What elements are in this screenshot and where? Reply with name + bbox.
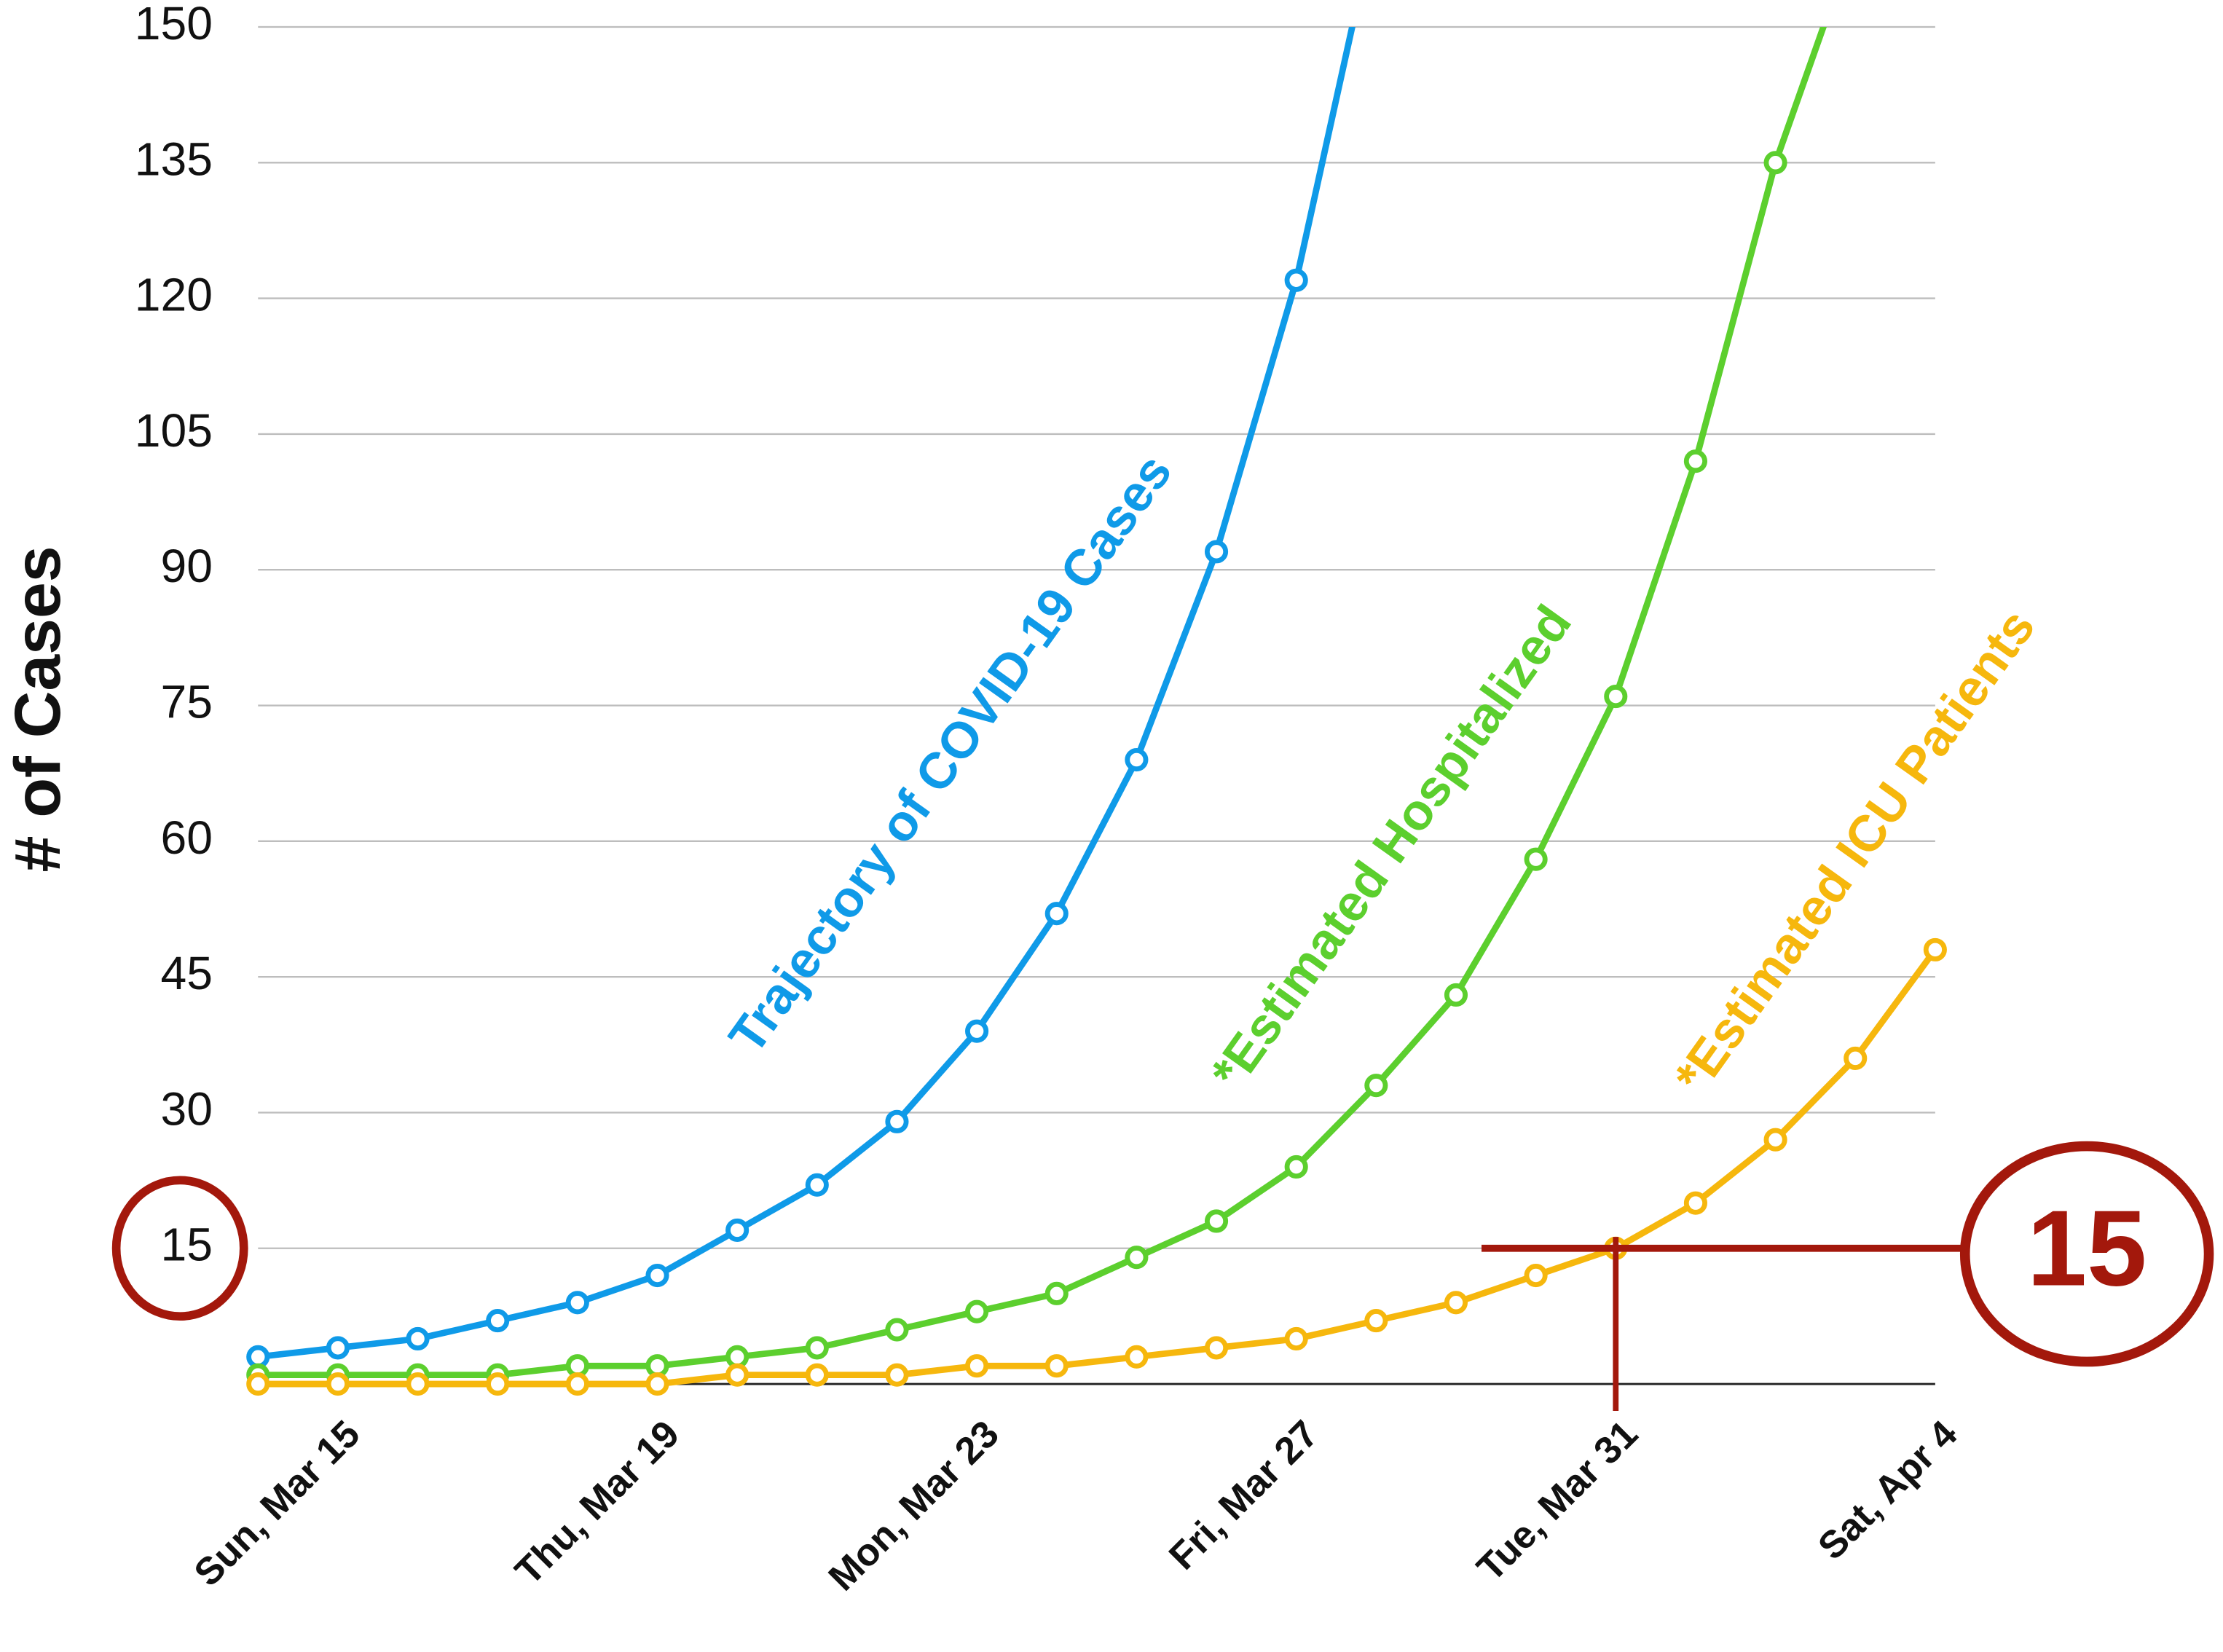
y-tick-label: 75 <box>161 675 213 728</box>
x-tick-label: Sun, Mar 15 <box>186 1412 368 1594</box>
data-point <box>1604 685 1628 709</box>
data-point <box>1763 1128 1787 1152</box>
y-tick-label: 30 <box>161 1082 213 1135</box>
data-point <box>1044 902 1069 926</box>
data-point <box>1444 983 1468 1007</box>
data-point <box>1125 747 1149 772</box>
highlight-circle <box>111 1176 248 1321</box>
highlight-circle <box>1959 1141 2214 1367</box>
data-point <box>326 1336 350 1360</box>
y-tick-label: 45 <box>161 947 213 999</box>
data-point <box>1204 1209 1229 1233</box>
y-tick-label: 90 <box>161 540 213 592</box>
y-tick-label: 120 <box>135 269 213 321</box>
data-point <box>1444 1291 1468 1315</box>
data-point <box>406 1372 430 1396</box>
data-point <box>1284 1326 1308 1351</box>
data-point <box>885 1363 909 1387</box>
x-tick-label: Tue, Mar 31 <box>1469 1412 1646 1589</box>
data-point <box>1364 1074 1388 1098</box>
y-tick-label: 60 <box>161 811 213 864</box>
data-point <box>486 1309 510 1333</box>
y-tick-label: 135 <box>135 133 213 185</box>
data-point <box>805 1363 829 1387</box>
data-point <box>1844 1046 1868 1070</box>
data-point <box>1204 1336 1229 1360</box>
data-point <box>1125 1345 1149 1369</box>
highlight-value: 15 <box>2027 1189 2147 1309</box>
series-line <box>258 948 1938 1388</box>
plot-area <box>246 26 1947 1396</box>
data-point <box>1923 937 1947 961</box>
y-axis-label: # of Cases <box>1 546 74 872</box>
data-point <box>645 1372 669 1396</box>
series-label: *Estimated Hospitalized <box>1200 595 1582 1099</box>
x-tick-label: Fri, Mar 27 <box>1161 1412 1327 1578</box>
data-point <box>805 1336 829 1360</box>
data-point <box>645 1263 669 1288</box>
data-point <box>326 1372 350 1396</box>
data-point <box>885 1109 909 1133</box>
data-point <box>246 1372 270 1396</box>
data-point <box>1284 1155 1308 1179</box>
data-point <box>565 1372 589 1396</box>
data-point <box>1683 449 1707 473</box>
y-tick-label: 105 <box>135 404 213 457</box>
series-label: Trajectory of COVID-19 Cases <box>718 444 1183 1063</box>
data-point <box>1524 847 1548 871</box>
data-point <box>1284 268 1308 292</box>
data-point <box>885 1318 909 1342</box>
data-point <box>1364 1309 1388 1333</box>
x-tick-label: Thu, Mar 19 <box>507 1412 688 1593</box>
data-point <box>725 1363 749 1387</box>
data-point <box>965 1299 989 1323</box>
data-point <box>725 1218 749 1242</box>
y-tick-label: 15 <box>161 1219 213 1271</box>
data-point <box>486 1372 510 1396</box>
series-line <box>257 26 1356 1361</box>
data-point <box>406 1326 430 1351</box>
data-point <box>1044 1281 1069 1305</box>
data-point <box>805 1173 829 1197</box>
data-point <box>1204 540 1229 564</box>
data-point <box>1125 1246 1149 1270</box>
series-label: *Estimated ICU Patients <box>1664 599 2046 1104</box>
data-point <box>565 1291 589 1315</box>
data-point <box>1683 1191 1707 1215</box>
data-point <box>965 1354 989 1378</box>
data-point <box>965 1019 989 1043</box>
y-tick-label: 150 <box>135 0 213 50</box>
data-point <box>1763 151 1787 175</box>
x-tick-label: Mon, Mar 23 <box>820 1412 1007 1599</box>
data-point <box>1044 1354 1069 1378</box>
data-point <box>1524 1263 1548 1288</box>
x-tick-label: Sat, Apr 4 <box>1810 1412 1966 1568</box>
